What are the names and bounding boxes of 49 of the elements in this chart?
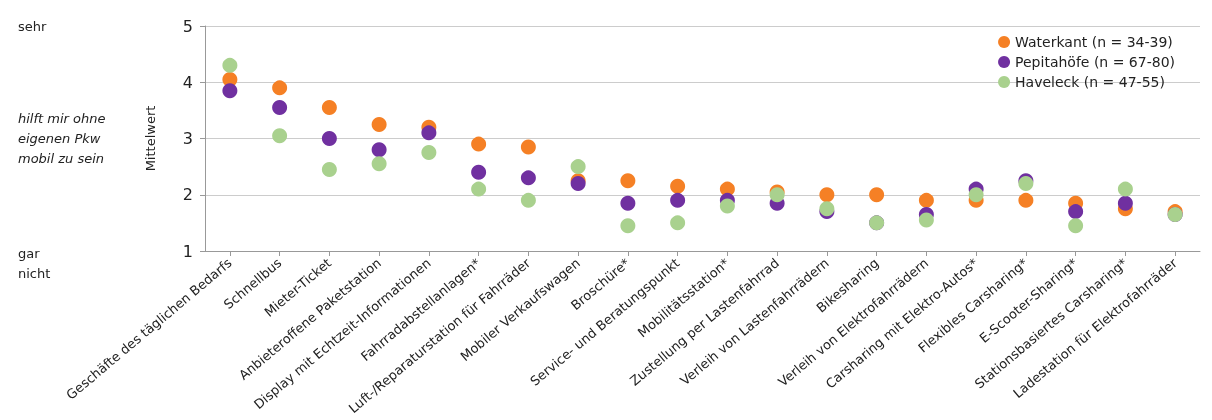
point [570, 159, 586, 175]
point [520, 192, 536, 208]
y-axis-title: Mittelwert [143, 105, 158, 172]
point [222, 83, 238, 99]
point [421, 125, 437, 141]
point [321, 100, 337, 116]
point [371, 116, 387, 132]
point [918, 212, 934, 228]
point [620, 218, 636, 234]
y-tick-label: 1 [182, 241, 193, 261]
y-tick-label: 2 [182, 185, 193, 205]
point [471, 136, 487, 152]
text: hilft mir ohne eigenen Pkw mobil zu sein [18, 111, 106, 166]
point [1068, 204, 1084, 220]
point [471, 164, 487, 180]
point [272, 100, 288, 116]
point [471, 181, 487, 197]
point [520, 139, 536, 155]
point [620, 173, 636, 189]
point [869, 187, 885, 203]
point [520, 170, 536, 186]
point [620, 195, 636, 211]
point [719, 198, 735, 214]
text: sehr [18, 18, 48, 34]
y-tick-label: 4 [182, 72, 193, 92]
point [670, 215, 686, 231]
point [1117, 181, 1133, 197]
point [1018, 192, 1034, 208]
text: gar nicht [18, 245, 51, 281]
point [371, 156, 387, 172]
point [272, 80, 288, 96]
point [321, 161, 337, 177]
point [371, 142, 387, 158]
y-tick-label: 3 [182, 129, 193, 148]
point [421, 145, 437, 161]
legend-label: Pepitahöfe (n = 67-80) [1015, 54, 1176, 70]
point [321, 131, 337, 146]
point [968, 187, 984, 203]
point [670, 192, 686, 208]
point [1068, 218, 1084, 234]
legend-label: Waterkant (n = 34-39) [1015, 34, 1173, 50]
point [819, 187, 835, 203]
point [272, 128, 288, 144]
legend-label: Haveleck (n = 47-55) [1015, 74, 1165, 90]
point [670, 178, 686, 194]
point [222, 57, 238, 73]
point [918, 192, 934, 208]
point [1117, 195, 1133, 211]
y-tick-label: 5 [182, 16, 193, 36]
